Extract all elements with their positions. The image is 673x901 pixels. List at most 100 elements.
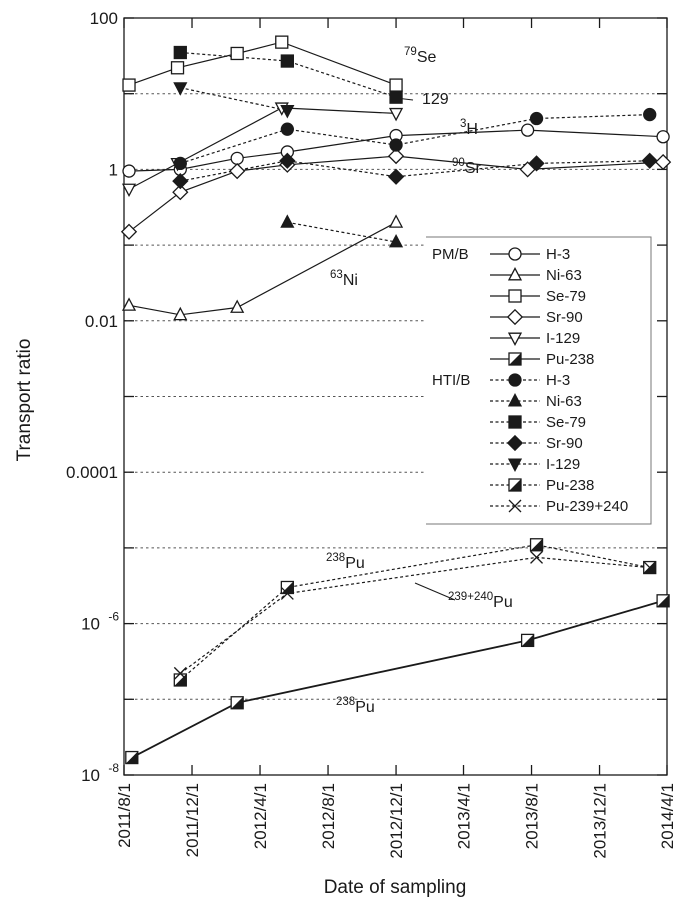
point-pmb-pu-238-0 bbox=[125, 750, 139, 765]
point-htib-pu-239-240-3 bbox=[643, 561, 657, 575]
legend-entry-1-5: Pu-238 bbox=[546, 477, 594, 494]
point-htib-pu-239-240-1-b bbox=[280, 587, 294, 600]
annotation-2-base: H bbox=[466, 121, 478, 138]
series-line-pmb-i-129 bbox=[128, 107, 397, 190]
annotation-6-base: Pu bbox=[493, 594, 513, 611]
legend-marker-1-6-b bbox=[508, 499, 522, 513]
point-pmb-ni-63-2 bbox=[230, 299, 245, 313]
y-tick-label: 1 bbox=[109, 160, 118, 179]
series-line-pmb-se-79 bbox=[128, 41, 397, 86]
y-tick-label: 10 bbox=[81, 766, 100, 785]
annotation-7-sup: 238 bbox=[336, 696, 355, 708]
legend-entry-0-1: Ni-63 bbox=[546, 267, 582, 284]
x-tick-label: 2012/4/1 bbox=[251, 783, 270, 849]
legend-marker-0-4 bbox=[507, 332, 523, 346]
legend-entry-0-0: H-3 bbox=[546, 246, 570, 263]
point-pmb-pu-238-2-fill bbox=[521, 634, 534, 647]
series-line-htib-ni-63 bbox=[287, 221, 397, 243]
legend-background bbox=[426, 237, 651, 524]
point-htib-sr-90-3 bbox=[528, 155, 545, 172]
legend-marker-1-2 bbox=[508, 415, 522, 429]
series-line-htib-pu-239-240 bbox=[179, 556, 650, 674]
legend-marker-1-6 bbox=[508, 499, 522, 513]
series-line-pmb-pu-238 bbox=[131, 599, 664, 759]
point-htib-i-129-0 bbox=[173, 82, 188, 96]
point-htib-sr-90-1 bbox=[279, 152, 296, 169]
legend-entry-1-4: I-129 bbox=[546, 456, 580, 473]
legend-marker-0-5-fill bbox=[509, 353, 521, 365]
point-pmb-se-79-0 bbox=[122, 78, 136, 92]
legend-entry-1-3: Sr-90 bbox=[546, 435, 583, 452]
point-htib-sr-90-0 bbox=[172, 173, 189, 190]
point-pmb-se-79-3 bbox=[275, 35, 289, 49]
annotation-4-base: Ni bbox=[343, 272, 358, 289]
annotation-pointer-pu239 bbox=[414, 582, 456, 601]
point-pmb-pu-238-1-fill bbox=[231, 696, 244, 709]
legend-marker-0-1 bbox=[507, 267, 523, 281]
point-pmb-pu-238-1 bbox=[230, 696, 244, 710]
point-htib-ni-63-1 bbox=[388, 233, 404, 248]
point-htib-pu-238-0 bbox=[173, 673, 187, 687]
annotation-3: 90Sr bbox=[452, 157, 481, 177]
legend-entry-0-5: Pu-238 bbox=[546, 351, 594, 368]
annotation-7-base: Pu bbox=[355, 699, 375, 716]
point-htib-pu-239-240-3-b bbox=[643, 561, 657, 575]
point-pmb-sr-90-1 bbox=[172, 184, 189, 201]
legend-entry-0-4: I-129 bbox=[546, 330, 580, 347]
annotation-4: 63Ni bbox=[330, 269, 358, 289]
point-htib-h-3-1 bbox=[280, 122, 294, 136]
reference-lines bbox=[124, 93, 667, 700]
legend-marker-0-5 bbox=[508, 352, 522, 366]
point-pmb-ni-63-0 bbox=[121, 297, 137, 311]
point-htib-pu-239-240-1 bbox=[280, 587, 294, 600]
legend-entry-1-2: Se-79 bbox=[546, 414, 586, 431]
legend: PM/B H-3 Ni-63 Se-79 Sr-90 I-129 Pu-238 HTI/B H-… bbox=[426, 236, 652, 525]
annotation-6: 239+240Pu bbox=[448, 591, 513, 611]
y-axis-title: Transport ratio bbox=[14, 339, 35, 462]
point-htib-pu-239-240-2 bbox=[530, 550, 544, 564]
point-pmb-pu-238-2 bbox=[520, 633, 535, 648]
legend-marker-1-5-fill bbox=[509, 479, 521, 491]
point-pmb-se-79-2 bbox=[230, 46, 244, 61]
annotation-2: 3H bbox=[460, 118, 478, 138]
legend-entry-0-3: Sr-90 bbox=[546, 309, 583, 326]
point-pmb-h-3-2 bbox=[230, 151, 244, 165]
annotation-2-sup: 3 bbox=[460, 118, 466, 130]
annotation-pointer-129 bbox=[395, 97, 414, 101]
x-axis-title: Date of sampling bbox=[324, 877, 467, 898]
point-htib-se-79-2 bbox=[389, 90, 403, 104]
legend-marker-1-1 bbox=[507, 393, 523, 407]
annotation-5-sup: 238 bbox=[326, 552, 345, 564]
y-tick-label-exponent: -8 bbox=[108, 761, 119, 775]
x-tick-label: 2012/8/1 bbox=[319, 783, 338, 849]
point-htib-h-3-0 bbox=[173, 156, 187, 171]
legend-frame bbox=[426, 236, 652, 525]
legend-marker-0-3 bbox=[506, 308, 524, 326]
annotation-0-sup: 79 bbox=[404, 46, 417, 58]
x-tick-label: 2013/8/1 bbox=[523, 783, 542, 849]
series-markers bbox=[120, 35, 672, 765]
point-pmb-sr-90-6 bbox=[654, 153, 672, 171]
point-pmb-pu-238-3-fill bbox=[657, 594, 670, 607]
point-htib-h-3-4 bbox=[643, 107, 657, 122]
y-tick-label-exponent: -6 bbox=[108, 610, 119, 624]
annotation-3-sup: 90 bbox=[452, 157, 465, 169]
series-line-pmb-ni-63 bbox=[128, 221, 397, 316]
point-pmb-sr-90-4 bbox=[387, 147, 405, 165]
x-tick-label: 2012/12/1 bbox=[387, 783, 406, 859]
point-htib-h-3-3 bbox=[529, 111, 544, 126]
series-line-htib-sr-90 bbox=[180, 160, 650, 182]
x-tick-label: 2014/4/1 bbox=[658, 783, 673, 849]
legend-marker-1-4 bbox=[507, 458, 523, 472]
x-axis: 2011/8/1 2011/12/1 2012/4/1 2012/8/1 2012/12… bbox=[115, 18, 673, 859]
point-htib-se-79-1 bbox=[280, 54, 294, 68]
annotation-7: 238Pu bbox=[336, 696, 375, 716]
legend-entry-1-0: H-3 bbox=[546, 372, 570, 389]
point-pmb-sr-90-0 bbox=[120, 223, 138, 240]
annotation-5: 238Pu bbox=[326, 552, 365, 572]
x-tick-label: 2011/8/1 bbox=[115, 783, 134, 848]
annotation-3-base: Sr bbox=[465, 160, 482, 177]
annotation-4-sup: 63 bbox=[330, 269, 343, 281]
